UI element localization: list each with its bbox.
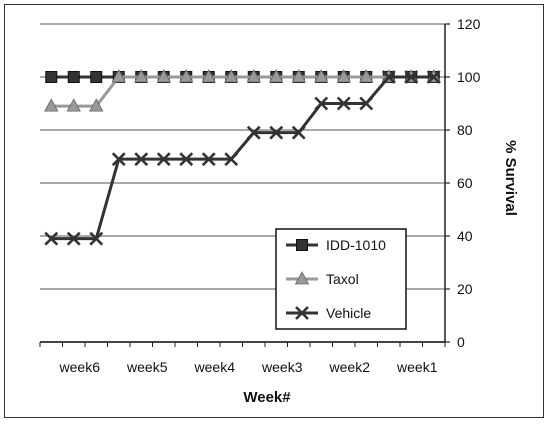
- legend-marker-vehicle: [295, 306, 309, 320]
- data-point-vehicle-stroke-b: [246, 125, 261, 140]
- legend-marker-idd-1010: [296, 239, 308, 251]
- y-tick-label-80: 80: [457, 122, 473, 138]
- data-point-vehicle: [224, 152, 239, 167]
- data-point-vehicle: [359, 96, 374, 111]
- y-axis-title: % Survival: [502, 140, 519, 216]
- data-point-vehicle-stroke-b: [44, 231, 59, 246]
- data-point-vehicle: [404, 70, 419, 84]
- x-tick-label-week3: week3: [261, 359, 303, 375]
- data-point-idd-1010: [67, 71, 80, 83]
- data-point-vehicle-stroke-b: [426, 70, 441, 84]
- data-point-idd-1010: [45, 71, 58, 83]
- legend: IDD-1010 Taxol Vehicle: [275, 228, 407, 330]
- data-point-vehicle-stroke-b: [314, 96, 329, 111]
- chart-frame: [4, 4, 544, 418]
- legend-label-taxol: Taxol: [326, 271, 359, 287]
- data-point-taxol: [44, 98, 59, 112]
- data-point-vehicle: [336, 96, 351, 111]
- data-point-taxol: [201, 69, 216, 83]
- data-point-vehicle: [314, 96, 329, 111]
- data-point-taxol: [156, 69, 171, 83]
- data-point-taxol: [134, 69, 149, 83]
- data-point-vehicle: [44, 231, 59, 246]
- y-tick-label-60: 60: [457, 175, 473, 191]
- data-point-vehicle: [381, 70, 396, 84]
- data-point-vehicle-stroke-b: [134, 152, 149, 167]
- legend-label-idd-1010: IDD-1010: [326, 237, 386, 253]
- data-point-taxol: [336, 69, 351, 83]
- y-tick-label-20: 20: [457, 281, 473, 297]
- data-point-taxol: [269, 69, 284, 83]
- data-point-vehicle-stroke-b: [89, 231, 104, 246]
- data-point-vehicle-stroke-b: [269, 125, 284, 140]
- series-group: [44, 69, 441, 246]
- data-point-taxol: [246, 69, 261, 83]
- data-point-taxol: [314, 69, 329, 83]
- data-point-taxol: [291, 69, 306, 83]
- data-point-vehicle: [89, 231, 104, 246]
- y-tick-labels: 0 20 40 60 80 100 120: [457, 16, 481, 350]
- data-point-vehicle: [156, 152, 171, 167]
- x-tick-label-week1: week1: [396, 359, 438, 375]
- x-tick-label-week5: week5: [126, 359, 168, 375]
- data-point-vehicle-stroke-b: [404, 70, 419, 84]
- data-point-taxol: [89, 98, 104, 112]
- data-point-vehicle: [111, 152, 126, 167]
- x-axis-title: Week#: [243, 389, 291, 406]
- data-point-vehicle-stroke-b: [156, 152, 171, 167]
- x-tick-label-week2: week2: [329, 359, 371, 375]
- data-point-vehicle-stroke-b: [66, 231, 81, 246]
- data-point-vehicle: [66, 231, 81, 246]
- data-point-taxol: [179, 69, 194, 83]
- data-point-vehicle-stroke-b: [291, 125, 306, 140]
- axes: [39, 24, 446, 347]
- data-point-taxol: [224, 69, 239, 83]
- y-tick-label-100: 100: [457, 69, 481, 85]
- data-point-vehicle: [179, 152, 194, 167]
- data-point-vehicle: [426, 70, 441, 84]
- data-point-taxol: [359, 69, 374, 83]
- x-tick-label-week6: week6: [59, 359, 101, 375]
- data-point-taxol: [66, 98, 81, 112]
- data-point-vehicle-stroke-b: [179, 152, 194, 167]
- data-point-vehicle-stroke-b: [111, 152, 126, 167]
- data-point-vehicle-stroke-b: [336, 96, 351, 111]
- data-point-vehicle-stroke-b: [381, 70, 396, 84]
- data-point-vehicle: [201, 152, 216, 167]
- legend-label-vehicle: Vehicle: [326, 305, 371, 321]
- x-tick-label-week4: week4: [194, 359, 236, 375]
- data-point-vehicle-stroke-b: [224, 152, 239, 167]
- legend-marker-vehicle-stroke-b: [295, 306, 309, 320]
- data-point-vehicle-stroke-b: [359, 96, 374, 111]
- series-line-vehicle: [51, 75, 434, 241]
- x-tick-labels: week6 week5 week4 week3 week2 week1: [59, 359, 438, 375]
- data-point-vehicle-stroke-b: [201, 152, 216, 167]
- y-tick-label-0: 0: [457, 334, 465, 350]
- y-tick-label-40: 40: [457, 228, 473, 244]
- data-point-vehicle: [291, 125, 306, 140]
- legend-marker-taxol: [294, 271, 310, 285]
- data-point-taxol: [111, 69, 126, 83]
- data-point-vehicle: [269, 125, 284, 140]
- series-vehicle: [44, 70, 441, 246]
- data-point-vehicle: [134, 152, 149, 167]
- y-tick-label-120: 120: [457, 16, 481, 32]
- data-point-vehicle: [246, 125, 261, 140]
- data-point-idd-1010: [90, 71, 103, 83]
